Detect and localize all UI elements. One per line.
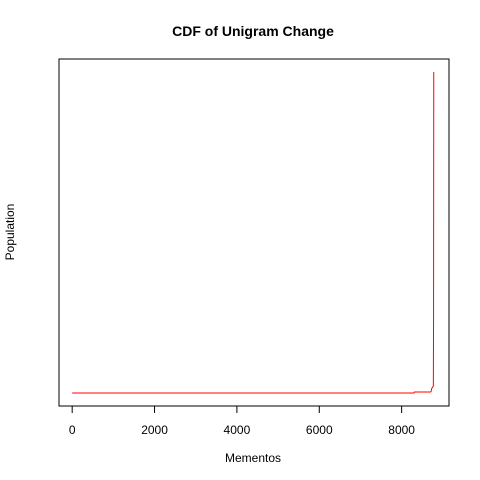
x-tick-label: 0 xyxy=(69,423,76,437)
series-layer xyxy=(72,71,435,394)
x-axis-label: Mementos xyxy=(225,451,281,465)
cdf-series-line xyxy=(72,71,435,394)
x-tick-label: 4000 xyxy=(224,423,251,437)
x-tick-label: 8000 xyxy=(388,423,415,437)
x-tick-label: 2000 xyxy=(141,423,168,437)
x-tick-label: 6000 xyxy=(306,423,333,437)
chart-title: CDF of Unigram Change xyxy=(172,23,334,39)
plot-frame xyxy=(58,58,450,407)
y-axis-label: Population xyxy=(3,204,17,261)
x-axis: 0 2000 4000 6000 8000 xyxy=(69,405,415,437)
